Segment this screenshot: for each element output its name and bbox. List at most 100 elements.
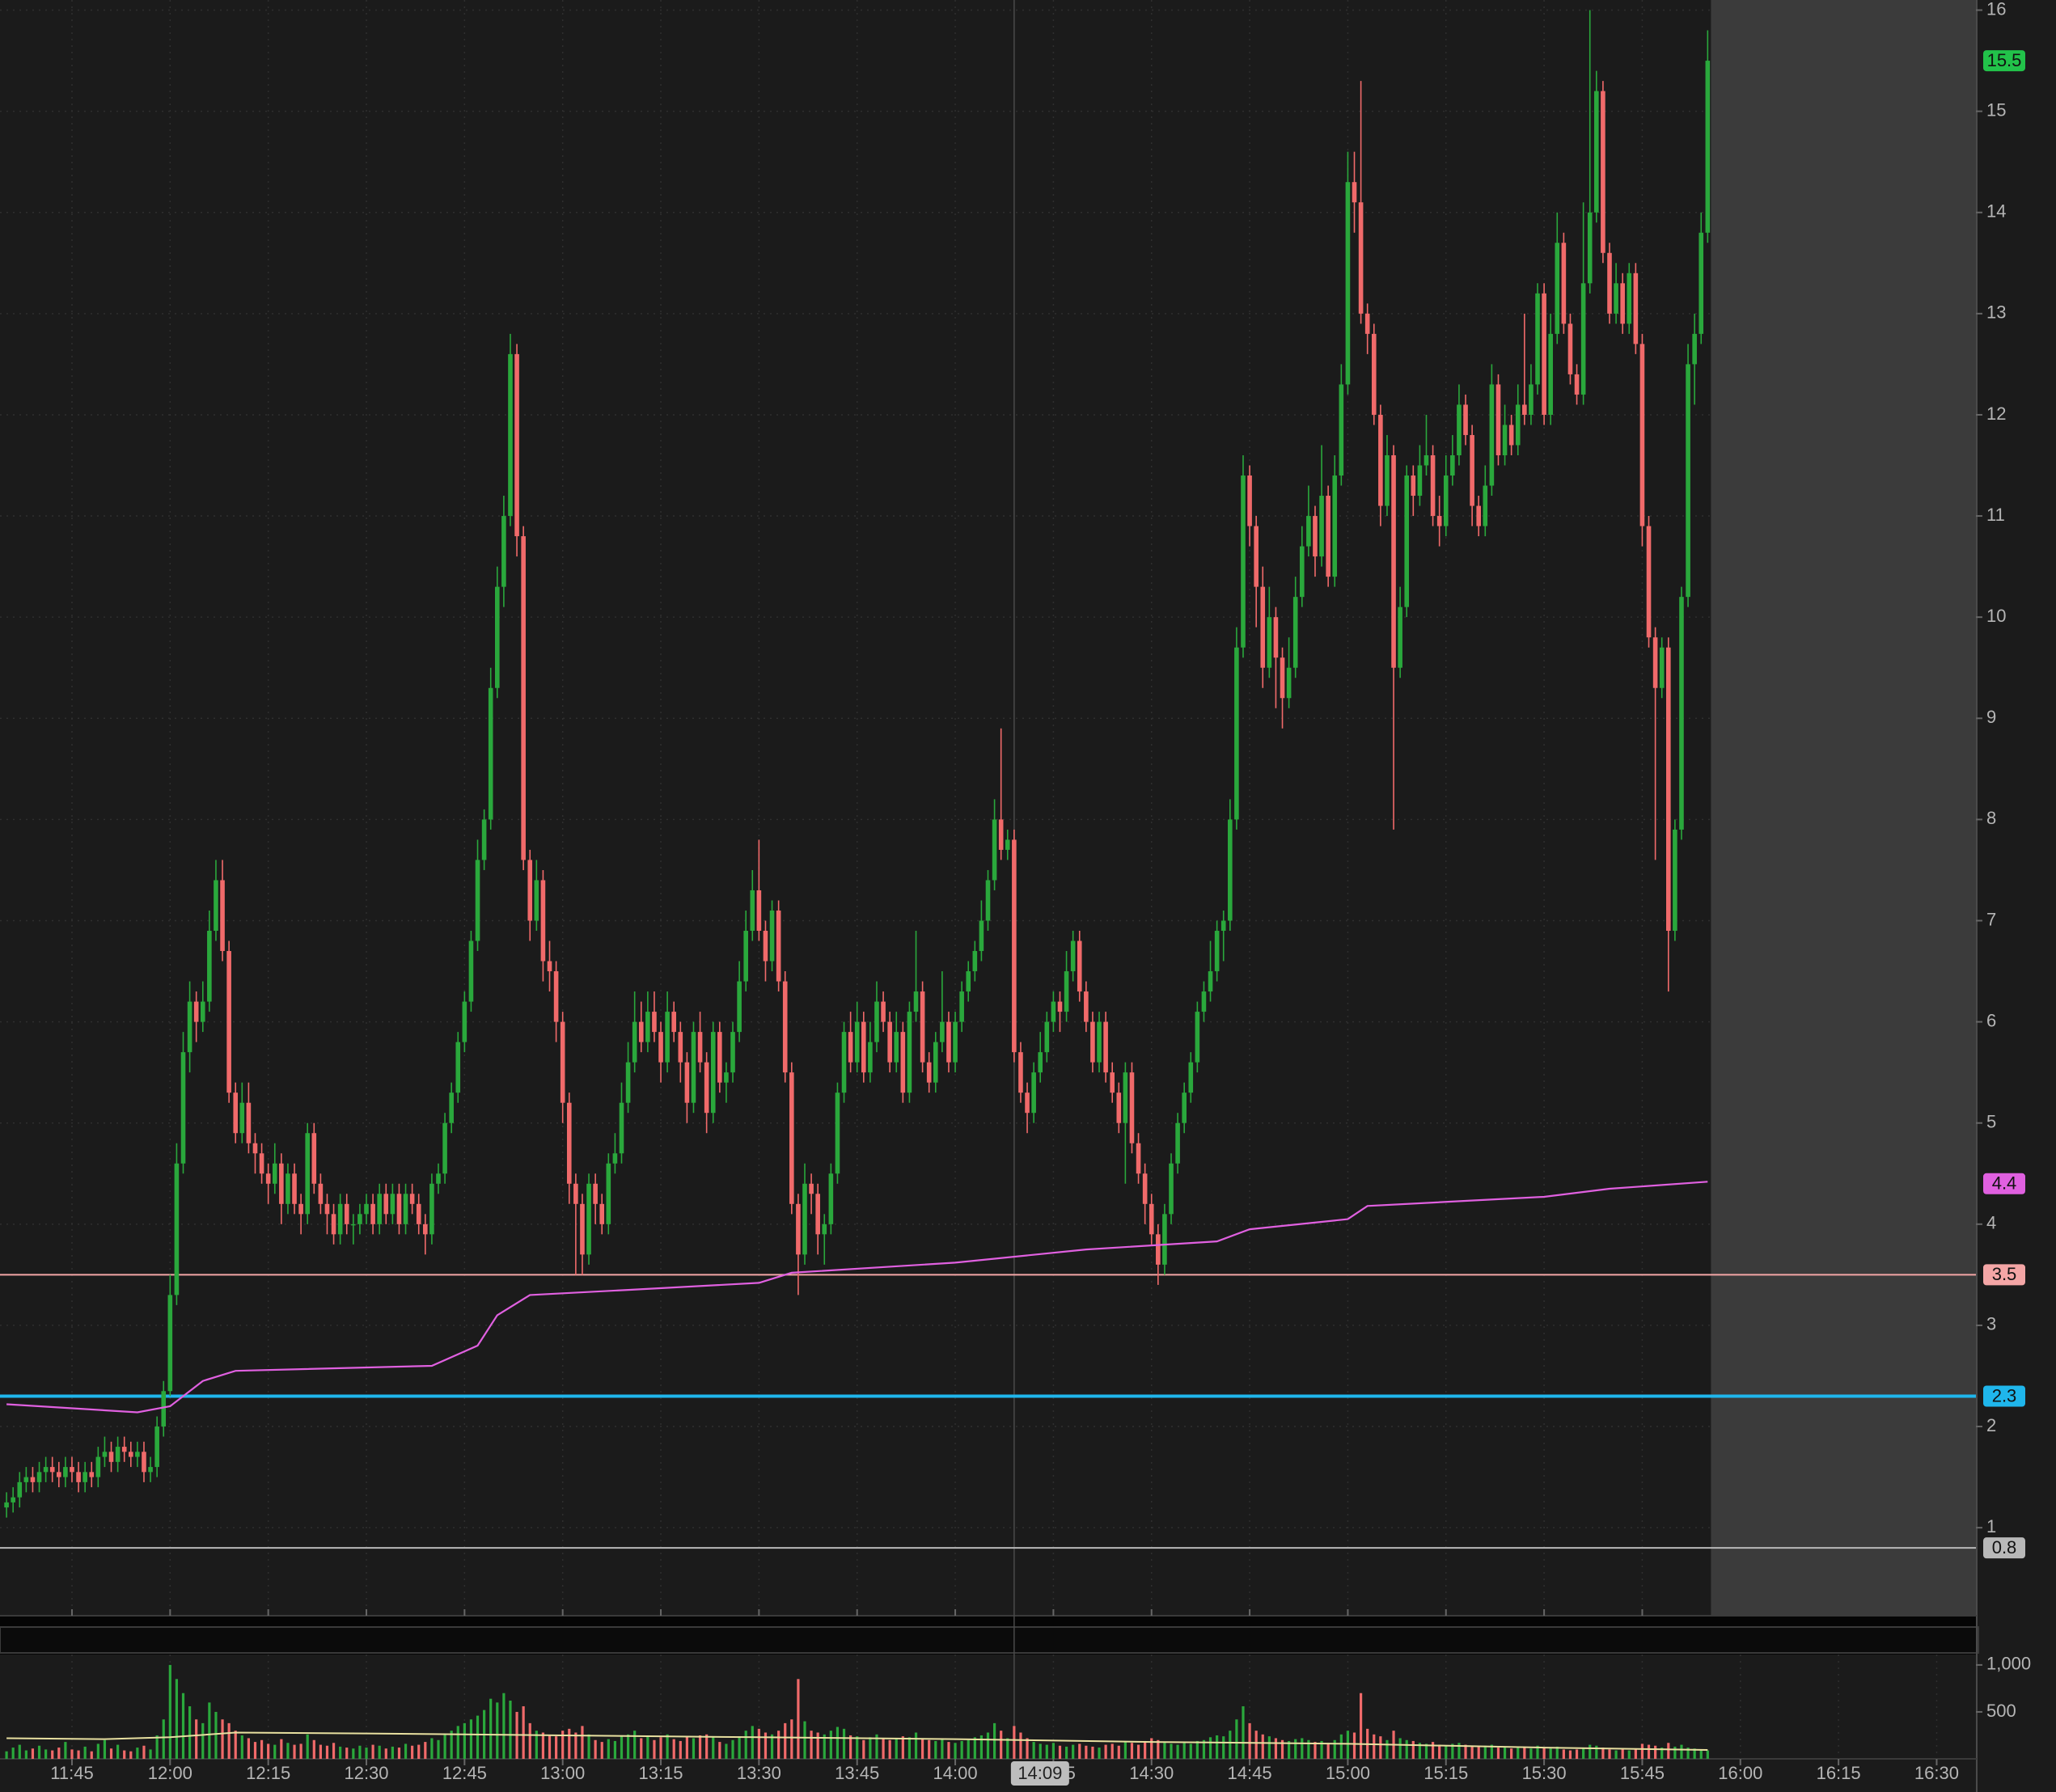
candle-body [279, 1163, 284, 1204]
volume-bar [797, 1679, 800, 1759]
candle-body [1123, 1072, 1128, 1123]
volume-bar [443, 1734, 446, 1759]
candle-body [1005, 839, 1010, 850]
candle-body [560, 1021, 565, 1103]
candle-body [547, 961, 552, 972]
level-tag-box [1983, 1385, 2025, 1407]
y-tick-label: 5 [1986, 1112, 1996, 1132]
candle-body [331, 1214, 336, 1235]
volume-bar [286, 1743, 290, 1759]
x-tick-label: 15:30 [1522, 1763, 1567, 1783]
candle-body [671, 1012, 677, 1033]
volume-bar [31, 1748, 35, 1759]
candle-body [1548, 333, 1553, 415]
candle-body [985, 880, 991, 921]
volume-bar [1229, 1731, 1232, 1759]
volume-bar [698, 1735, 702, 1759]
candle-body [187, 1001, 192, 1053]
candle-body [1220, 920, 1226, 932]
candle-body [802, 1183, 807, 1255]
volume-bar [810, 1731, 813, 1759]
candle-body [1436, 516, 1442, 526]
candle-body [259, 1153, 264, 1174]
volume-average-line [6, 1731, 1708, 1751]
candle-body [272, 1163, 277, 1184]
volume-bar [921, 1738, 924, 1759]
candle-body [357, 1214, 362, 1224]
candle-body [1391, 454, 1396, 668]
candle-body [553, 971, 559, 1022]
crosshair-tag-box [1010, 1761, 1069, 1786]
candle-body [1457, 404, 1462, 455]
candle-body [933, 1042, 938, 1083]
volume-bar [1555, 1746, 1559, 1759]
candle-body [1398, 606, 1402, 668]
candle-body [776, 910, 781, 982]
candle-body [1169, 1163, 1174, 1215]
candle-body [4, 1502, 9, 1508]
volume-bar [267, 1743, 270, 1759]
candle-body [580, 1203, 585, 1255]
candle-body [1515, 404, 1521, 446]
candle-body [1371, 333, 1377, 415]
volume-bar [692, 1738, 696, 1759]
volume-bar [1359, 1693, 1363, 1759]
candle-body [1686, 364, 1690, 598]
candle-body [822, 1224, 827, 1235]
volume-bar [247, 1738, 250, 1759]
candle-body [1555, 243, 1560, 334]
candle-body [1705, 61, 1711, 233]
volume-bar [653, 1739, 656, 1759]
y-tick-label: 6 [1986, 1010, 1996, 1030]
candle-body [43, 1467, 49, 1473]
candle-body [1077, 940, 1082, 992]
candle-body [1129, 1072, 1135, 1143]
volume-bar [319, 1744, 322, 1759]
candle-body [298, 1203, 303, 1215]
volume-bar [823, 1734, 826, 1759]
candle-body [691, 1032, 696, 1103]
volume-bar [214, 1711, 218, 1759]
candle-body [665, 1012, 670, 1063]
candle-body [396, 1194, 402, 1224]
volume-bar [260, 1739, 264, 1759]
volume-bar [992, 1722, 996, 1759]
volume-bar [986, 1732, 990, 1759]
candle-body [828, 1173, 834, 1224]
volume-bar [718, 1742, 721, 1759]
candle-body [1483, 485, 1488, 526]
candle-body [409, 1194, 415, 1204]
candle-body [521, 536, 526, 860]
candle-body [17, 1481, 23, 1498]
candle-body [383, 1194, 389, 1215]
volume-bar [1470, 1745, 1474, 1759]
last-price-tag-box [1983, 50, 2025, 72]
volume-bar [411, 1745, 414, 1759]
candle-body [704, 1062, 709, 1114]
volume-bar [928, 1739, 931, 1759]
candle-body [1241, 475, 1246, 648]
candle-body [265, 1173, 271, 1184]
volume-bar [574, 1732, 577, 1759]
volume-bar [777, 1731, 781, 1759]
y-tick-label: 1 [1986, 1516, 1996, 1536]
volume-bar [1314, 1742, 1317, 1759]
candle-body [1064, 971, 1069, 1012]
volume-bar [109, 1748, 113, 1759]
volume-bar [424, 1742, 427, 1759]
candle-body [1313, 516, 1318, 557]
candle-body [1607, 252, 1612, 314]
candle-body [1542, 293, 1546, 415]
candle-body [1201, 991, 1207, 1012]
candle-body [1084, 991, 1089, 1022]
volume-bar [1680, 1744, 1683, 1759]
candle-body [462, 1001, 467, 1042]
volume-bar [1640, 1743, 1644, 1759]
candle-body [534, 880, 539, 921]
x-tick-label: 15:45 [1620, 1763, 1665, 1783]
candle-body [848, 1032, 853, 1063]
volume-bar [1288, 1740, 1291, 1759]
volume-bar [934, 1740, 937, 1759]
candle-body [1587, 212, 1593, 284]
volume-bar [842, 1728, 846, 1759]
